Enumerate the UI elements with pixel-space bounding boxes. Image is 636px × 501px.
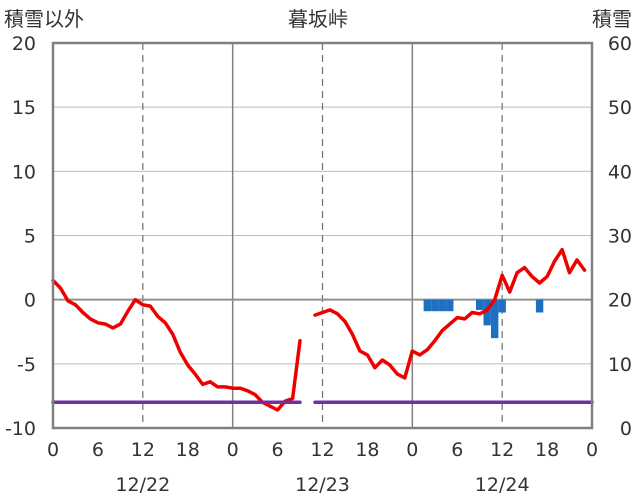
left-axis-title: 積雪以外	[4, 7, 84, 31]
y-right-tick: 30	[608, 226, 632, 248]
precipitation-bar	[438, 299, 446, 312]
x-tick: 0	[586, 439, 598, 461]
y-left-tick: 10	[12, 161, 36, 183]
date-label: 12/23	[295, 474, 350, 496]
axes	[51, 41, 594, 430]
x-tick: 0	[47, 439, 59, 461]
y-right-tick: 0	[620, 418, 632, 440]
precipitation-bar	[476, 299, 484, 310]
x-tick: 6	[451, 439, 463, 461]
x-tick: 6	[272, 439, 284, 461]
precipitation-bar	[423, 299, 432, 312]
date-label: 12/22	[115, 474, 170, 496]
right-tick-labels: 60 50 40 30 20 10 0	[608, 33, 632, 440]
y-left-tick: 5	[24, 226, 36, 248]
x-tick: 18	[355, 439, 379, 461]
x-tick: 12	[131, 439, 155, 461]
y-left-tick: 15	[12, 97, 36, 119]
precipitation-bar	[535, 299, 544, 313]
date-labels: 12/22 12/23 12/24	[115, 474, 529, 496]
x-tick: 0	[406, 439, 418, 461]
precipitation-bar	[483, 299, 491, 326]
x-tick: 12	[490, 439, 514, 461]
precipitation-bar	[490, 299, 499, 339]
x-tick: 0	[227, 439, 239, 461]
precipitation-bars	[423, 299, 544, 339]
y-left-tick: -10	[5, 418, 36, 440]
right-axis-title: 積雪	[592, 7, 632, 31]
plot-frame	[51, 41, 594, 430]
y-left-tick: 20	[12, 33, 36, 55]
temperature-line	[313, 247, 587, 380]
y-left-tick: -5	[17, 354, 36, 376]
grid-lines	[53, 42, 592, 429]
precipitation-bar	[446, 299, 454, 312]
x-tick: 18	[176, 439, 200, 461]
x-tick: 18	[535, 439, 559, 461]
x-tick-labels: 0 6 12 18 0 6 12 18 0 6 12 18 0	[47, 439, 598, 461]
y-right-tick: 50	[608, 97, 632, 119]
chart-title: 暮坂峠	[288, 7, 348, 31]
left-tick-labels: 20 15 10 5 0 -5 -10	[5, 33, 36, 440]
y-left-tick: 0	[24, 290, 36, 312]
series-lines	[51, 247, 594, 412]
precipitation-bar	[498, 299, 506, 313]
date-label: 12/24	[475, 474, 530, 496]
y-right-tick: 20	[608, 290, 632, 312]
x-tick: 12	[310, 439, 334, 461]
temperature-line	[51, 278, 302, 412]
y-right-tick: 60	[608, 33, 632, 55]
x-tick: 6	[92, 439, 104, 461]
y-right-tick: 10	[608, 354, 632, 376]
y-right-tick: 40	[608, 161, 632, 183]
precipitation-bar	[431, 299, 439, 312]
